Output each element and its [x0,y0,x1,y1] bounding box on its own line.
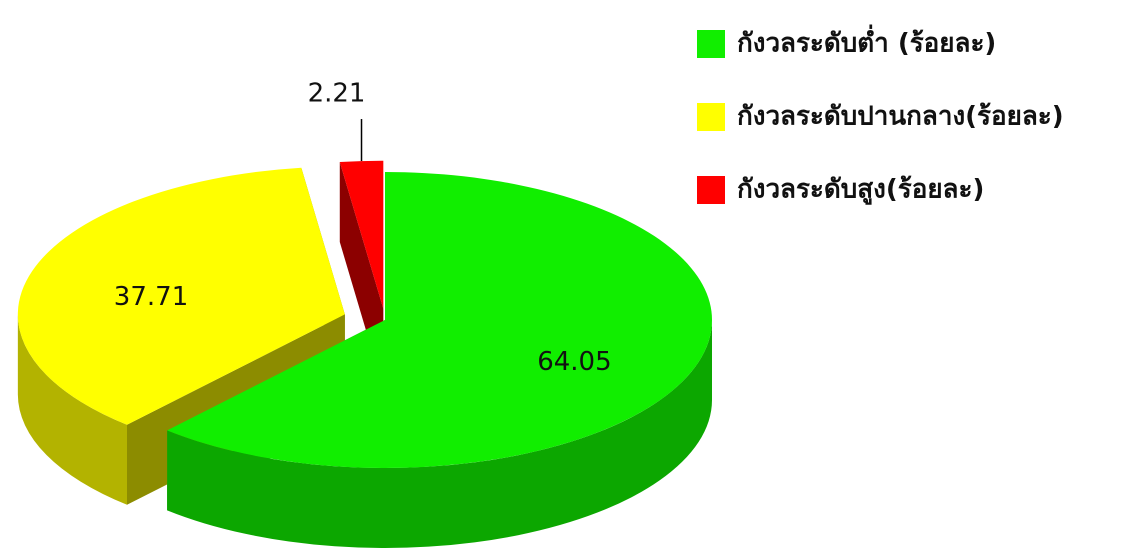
legend-swatch [697,103,725,131]
sides [17,314,712,548]
legend-label: กังวลระดับสูง(ร้อยละ) [737,175,984,206]
slice [167,172,713,468]
slice [17,167,345,425]
slice-side [17,314,128,505]
slice [339,160,384,309]
legend-swatch [697,30,725,58]
value-label: 37.71 [114,282,188,312]
value-label: 64.05 [537,347,611,377]
value-label: 2.21 [308,79,366,109]
slice-side [167,320,712,548]
legend-label: กังวลระดับต่ำ (ร้อยละ) [737,24,996,59]
legend-label: กังวลระดับปานกลาง(ร้อยละ) [737,102,1064,132]
legend-swatch [697,176,725,204]
tops [17,160,713,468]
